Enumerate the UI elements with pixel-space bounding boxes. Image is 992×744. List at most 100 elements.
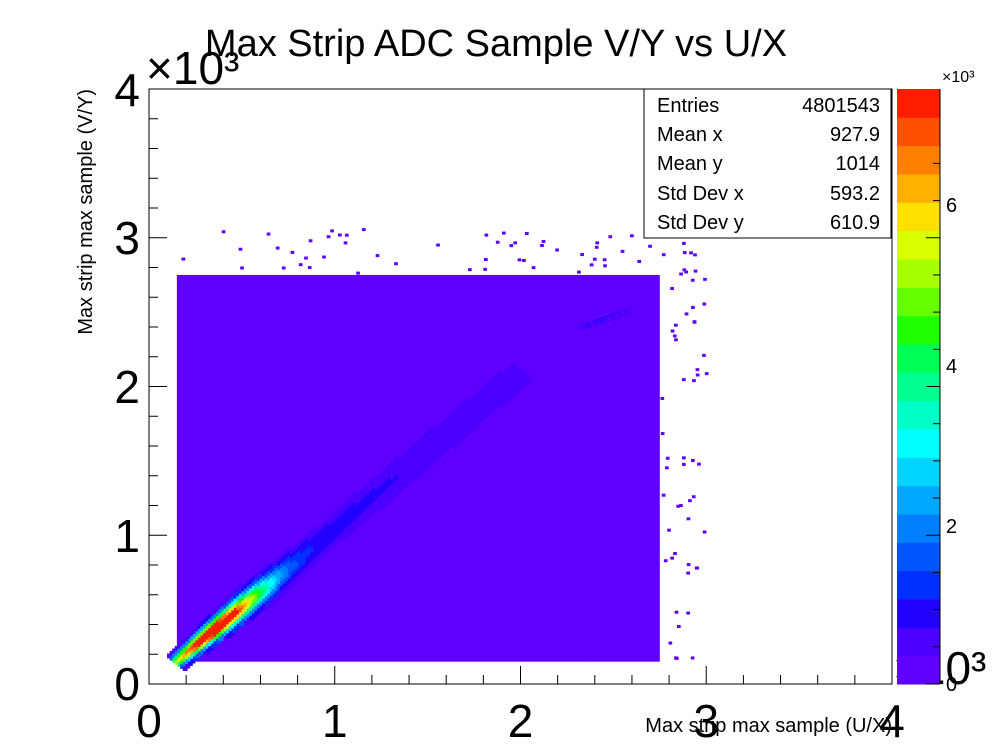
x-tick-label-3: 3 bbox=[693, 695, 719, 744]
heatmap-cell bbox=[172, 657, 178, 663]
heatmap-cell bbox=[526, 375, 532, 381]
heatmap-cell bbox=[341, 535, 347, 541]
heatmap-cell bbox=[223, 635, 229, 641]
heatmap-cell bbox=[697, 462, 701, 466]
heatmap-cell bbox=[272, 584, 278, 590]
heatmap-cell bbox=[695, 368, 700, 372]
heatmap-cell bbox=[205, 648, 211, 654]
heatmap-cell bbox=[513, 379, 519, 385]
heatmap-cell bbox=[492, 376, 498, 382]
heatmap-cell bbox=[529, 624, 534, 628]
heatmap-cell bbox=[195, 644, 201, 650]
heatmap-cell bbox=[303, 563, 309, 569]
heatmap-cell bbox=[272, 565, 278, 571]
heatmap-cell bbox=[341, 512, 347, 518]
heatmap-cell bbox=[356, 497, 362, 503]
heatmap-cell bbox=[665, 456, 670, 460]
heatmap-cell bbox=[266, 232, 271, 236]
heatmap-cell bbox=[420, 440, 426, 446]
heatmap-cell bbox=[702, 530, 707, 534]
heatmap-cell bbox=[341, 526, 347, 532]
heatmap-cell bbox=[374, 476, 380, 482]
heatmap-cell bbox=[259, 582, 265, 588]
heatmap-cell bbox=[500, 396, 506, 402]
heatmap-cell bbox=[310, 546, 316, 552]
heatmap-cell bbox=[290, 548, 296, 554]
heatmap-cell bbox=[184, 636, 190, 642]
heatmap-cell bbox=[436, 435, 442, 441]
heatmap-cell bbox=[236, 600, 242, 606]
heatmap-cell bbox=[467, 423, 473, 429]
heatmap-cell bbox=[479, 397, 485, 403]
heatmap-cell bbox=[483, 267, 488, 271]
heatmap-cell bbox=[218, 608, 224, 614]
heatmap-cell bbox=[321, 541, 327, 547]
heatmap-cell bbox=[249, 597, 255, 603]
heatmap-cell bbox=[403, 458, 409, 464]
heatmap-cell bbox=[351, 502, 357, 508]
heatmap-cell bbox=[354, 514, 360, 520]
heatmap-cell bbox=[420, 436, 426, 442]
heatmap-cell bbox=[482, 385, 488, 391]
color-scale-label-4: 4 bbox=[946, 356, 957, 378]
heatmap-cell bbox=[367, 497, 373, 503]
heatmap-cell bbox=[577, 270, 581, 274]
heatmap-cell bbox=[349, 519, 355, 525]
heatmap-cell bbox=[495, 240, 500, 244]
heatmap-cell bbox=[267, 602, 273, 608]
heatmap-cell bbox=[518, 369, 524, 375]
heatmap-cell bbox=[333, 529, 339, 535]
heatmap-cell bbox=[169, 650, 175, 656]
heatmap-cell bbox=[287, 578, 293, 584]
heatmap-cell bbox=[264, 591, 270, 597]
heatmap-cell bbox=[223, 603, 229, 609]
heatmap-cell bbox=[379, 471, 385, 477]
heatmap-cell bbox=[459, 417, 465, 423]
heatmap-cell bbox=[515, 376, 521, 382]
heatmap-cell bbox=[503, 379, 509, 385]
heatmap-cell bbox=[441, 420, 447, 426]
heatmap-cell bbox=[226, 610, 232, 616]
heatmap-cell bbox=[508, 388, 514, 394]
heatmap-cell bbox=[256, 585, 262, 591]
heatmap-cell bbox=[262, 593, 268, 599]
heatmap-cell bbox=[661, 493, 666, 497]
heatmap-cell bbox=[203, 627, 209, 633]
heatmap-cell bbox=[421, 458, 427, 464]
heatmap-cell bbox=[354, 504, 360, 510]
heatmap-cell bbox=[500, 400, 506, 406]
heatmap-cell bbox=[179, 654, 185, 660]
heatmap-cell bbox=[367, 488, 373, 494]
heatmap-cell bbox=[413, 452, 419, 458]
heatmap-cell bbox=[333, 533, 339, 539]
heatmap-cell bbox=[521, 376, 527, 382]
heatmap-cell bbox=[686, 517, 691, 521]
heatmap-cell bbox=[279, 558, 285, 564]
heatmap-cell bbox=[323, 520, 329, 526]
heatmap-cell bbox=[485, 401, 491, 407]
heatmap-cell bbox=[267, 566, 273, 572]
heatmap-cell bbox=[531, 266, 536, 270]
heatmap-cell bbox=[215, 624, 221, 630]
heatmap-cell bbox=[668, 641, 673, 645]
heatmap-cell bbox=[444, 445, 450, 451]
heatmap-cell bbox=[367, 506, 373, 512]
heatmap-cell bbox=[692, 320, 697, 324]
heatmap-cell bbox=[200, 621, 206, 627]
heatmap-cell bbox=[200, 625, 206, 631]
heatmap-cell bbox=[231, 609, 237, 615]
heatmap-cell bbox=[269, 563, 275, 569]
heatmap-cell bbox=[431, 449, 437, 455]
heatmap-cell bbox=[584, 646, 589, 650]
heatmap-cell bbox=[244, 592, 250, 598]
heatmap-cell bbox=[280, 576, 286, 582]
heatmap-cell bbox=[218, 622, 224, 628]
heatmap-cell bbox=[503, 370, 509, 376]
heatmap-cell bbox=[482, 413, 488, 419]
heatmap-cell bbox=[485, 383, 491, 389]
heatmap-cell bbox=[372, 505, 378, 511]
heatmap-cell bbox=[202, 618, 208, 624]
heatmap-cell bbox=[431, 458, 437, 464]
heatmap-cell bbox=[390, 479, 396, 485]
heatmap-cell bbox=[328, 516, 334, 522]
